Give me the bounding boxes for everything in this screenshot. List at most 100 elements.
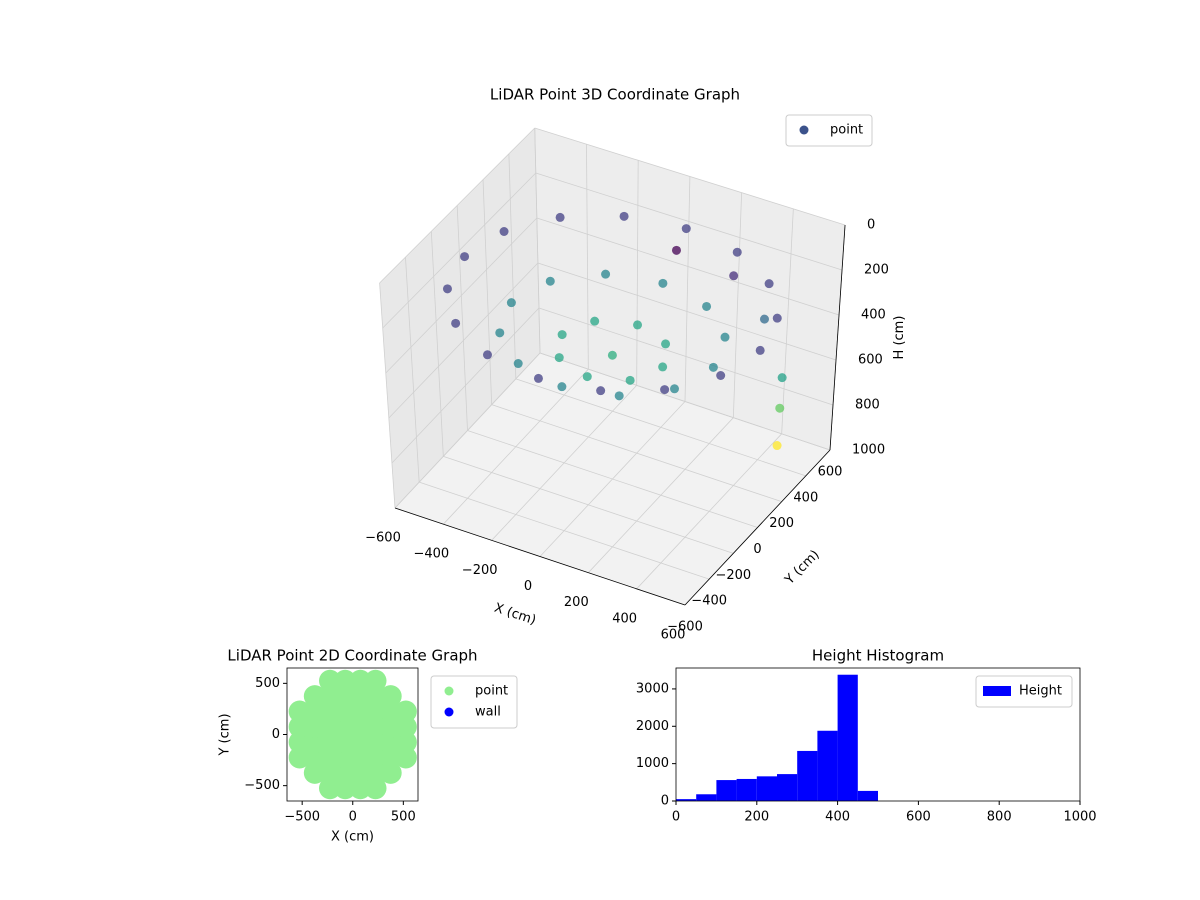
point [349, 777, 372, 800]
point [349, 746, 372, 769]
x-tick-label: 400 [612, 611, 637, 626]
x-tick-label: 0 [672, 810, 680, 825]
point [660, 385, 670, 395]
point [318, 761, 341, 784]
point [619, 211, 629, 221]
point [555, 212, 565, 222]
point [708, 362, 718, 372]
grid-line [586, 144, 589, 370]
point [658, 278, 668, 288]
point [334, 685, 357, 708]
x-tick-label: −500 [284, 810, 320, 825]
point [777, 373, 787, 383]
point [334, 777, 357, 800]
point [303, 761, 326, 784]
x-axis-label: X (cm) [331, 830, 374, 845]
point [755, 345, 765, 355]
point [318, 700, 341, 723]
point [582, 372, 592, 382]
point [495, 328, 505, 338]
point [303, 700, 326, 723]
axis-line [829, 224, 846, 451]
point [671, 245, 681, 255]
y-tick-label: −600 [667, 620, 703, 635]
y-tick-label: 600 [818, 465, 843, 480]
point [729, 271, 739, 281]
point [772, 441, 782, 451]
point [318, 715, 341, 738]
point [499, 226, 509, 236]
legend-label: point [830, 123, 863, 138]
point [601, 269, 611, 279]
y-axis-label: Y (cm) [782, 547, 823, 588]
point [607, 350, 617, 360]
bar [716, 780, 737, 801]
point [379, 715, 402, 738]
legend-marker [799, 125, 809, 135]
point [349, 669, 372, 692]
point [364, 731, 387, 754]
legend-marker [444, 686, 454, 696]
point [702, 301, 712, 311]
grid-line [684, 176, 691, 402]
grid-line [534, 127, 541, 354]
bar [837, 674, 858, 801]
y-tick-label: 3000 [636, 681, 669, 696]
grid-line [538, 307, 834, 406]
point [349, 700, 372, 723]
grid-line [508, 153, 517, 379]
point [364, 777, 387, 800]
grid-line [534, 127, 846, 226]
point [318, 777, 341, 800]
x-tick-label: 200 [564, 595, 589, 610]
point [614, 391, 624, 401]
bar [777, 774, 798, 801]
point [379, 761, 402, 784]
chart-title: LiDAR Point 2D Coordinate Graph [227, 647, 477, 665]
z-tick-label: 800 [855, 398, 880, 413]
point [303, 746, 326, 769]
legend-box [975, 675, 1073, 708]
pane [379, 128, 540, 508]
point [334, 746, 357, 769]
legend-label: point [475, 684, 508, 699]
point [334, 731, 357, 754]
y-tick-label: −400 [691, 594, 727, 609]
grid-line [430, 231, 444, 457]
point [379, 746, 402, 769]
point [288, 746, 311, 769]
grid-line [379, 282, 396, 509]
axis-line [394, 507, 686, 606]
point [625, 375, 635, 385]
point [349, 761, 372, 784]
point [364, 746, 387, 769]
legend-marker [444, 707, 454, 717]
x-tick-label: 200 [744, 810, 769, 825]
point [318, 669, 341, 692]
bar [676, 799, 697, 801]
point [394, 700, 417, 723]
bar [736, 778, 757, 801]
y-tick-label: 0 [753, 542, 761, 557]
grid-line [482, 179, 493, 405]
y-axis-label: Y (cm) [218, 713, 233, 756]
grid-line [394, 352, 541, 509]
point [318, 746, 341, 769]
legend-label: Height [1019, 684, 1062, 699]
x-tick-label: 600 [906, 810, 931, 825]
grid-line [379, 127, 536, 284]
grid-line [467, 430, 758, 528]
axes-frame [675, 667, 1081, 802]
x-tick-label: 800 [987, 810, 1012, 825]
grid-line [491, 404, 782, 503]
point [318, 731, 341, 754]
x-tick-label: 0 [349, 810, 357, 825]
point [451, 318, 461, 328]
chart-title: LiDAR Point 3D Coordinate Graph [490, 86, 740, 104]
legend-swatch [983, 686, 1011, 696]
point [364, 700, 387, 723]
point [658, 362, 668, 372]
point [716, 371, 726, 381]
grid-line [535, 172, 843, 271]
